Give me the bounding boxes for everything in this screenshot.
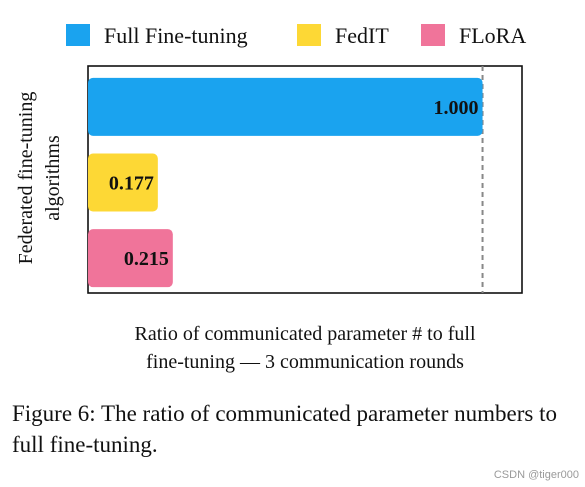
legend: Full Fine-tuning FedIT FLoRA (66, 23, 526, 48)
bar-value-label: 1.000 (434, 97, 479, 119)
x-axis-label: Ratio of communicated parameter # to ful… (135, 323, 476, 373)
legend-swatch (66, 24, 90, 46)
bar-value-label: 0.215 (124, 248, 169, 270)
legend-label: Full Fine-tuning (104, 23, 248, 48)
figure-caption: Figure 6: The ratio of communicated para… (12, 398, 572, 460)
y-axis-label-line: algorithms (42, 135, 64, 221)
legend-swatch (297, 24, 321, 46)
legend-label: FedIT (335, 23, 389, 48)
bar-chart: Full Fine-tuning FedIT FLoRA 1.000 0.177 0.2… (0, 0, 585, 395)
x-axis-label-line: Ratio of communicated parameter # to ful… (135, 323, 476, 345)
y-axis-label: Federated fine-tuning algorithms (15, 92, 64, 265)
bars: 1.000 0.177 0.215 (88, 78, 483, 287)
y-axis-label-line: Federated fine-tuning (15, 92, 37, 265)
legend-swatch (421, 24, 445, 46)
x-axis-label-line: fine-tuning — 3 communication rounds (146, 351, 464, 373)
legend-label: FLoRA (459, 23, 526, 48)
watermark: CSDN @tiger000 (494, 469, 579, 481)
bar-value-label: 0.177 (109, 173, 154, 195)
bar-full-fine-tuning (88, 78, 483, 136)
